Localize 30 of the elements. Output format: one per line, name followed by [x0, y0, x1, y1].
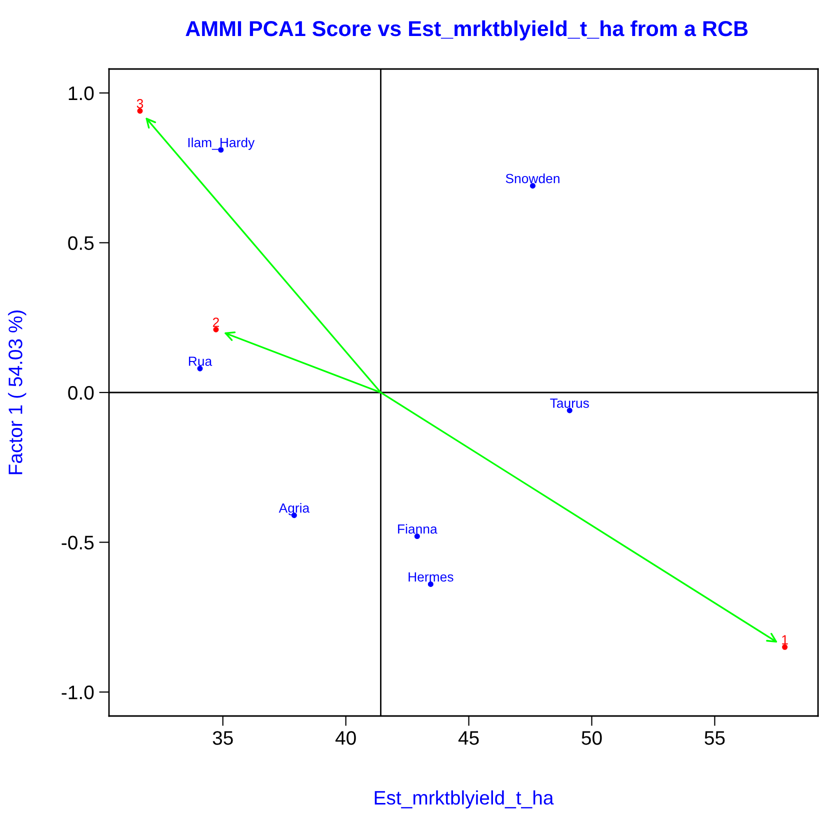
x-axis-title: Est_mrktblyield_t_ha: [374, 790, 554, 808]
y-axis-title: Factor 1 ( 54.03 %): [8, 310, 26, 474]
x-tick-label: 35: [212, 731, 233, 745]
y-tick-label: 0.5: [68, 236, 94, 250]
annotation: 3: [136, 98, 144, 108]
y-tick-label: 0.0: [68, 386, 94, 400]
annotation: Rua: [188, 356, 212, 366]
annotation: Agria: [278, 503, 310, 516]
point: [213, 326, 219, 332]
annotation: 1: [782, 635, 788, 644]
annotation: Snowden: [506, 174, 560, 184]
annotation: Ilam_Hardy: [188, 138, 255, 150]
point: [566, 408, 572, 414]
x-tick-label: 45: [458, 731, 479, 745]
y-tick-label: -0.5: [62, 536, 94, 550]
x-tick-label: 50: [582, 731, 602, 745]
y-tick-label: 1.0: [68, 86, 94, 100]
point: [414, 534, 420, 540]
annotation: Fianna: [398, 524, 438, 534]
annotation: Taurus: [550, 398, 589, 408]
point: [197, 366, 203, 372]
point: [782, 644, 788, 650]
x-tick-label: 40: [335, 731, 356, 745]
annotation: Hermes: [408, 572, 454, 582]
point: [137, 108, 143, 114]
annotation: 2: [212, 318, 219, 327]
chart-title: AMMI PCA1 Score vs Est_mrktblyield_t_ha from a RCB: [186, 20, 748, 40]
y-tick-label: -1.0: [62, 686, 94, 700]
x-tick-label: 55: [704, 731, 725, 745]
point: [530, 183, 536, 189]
